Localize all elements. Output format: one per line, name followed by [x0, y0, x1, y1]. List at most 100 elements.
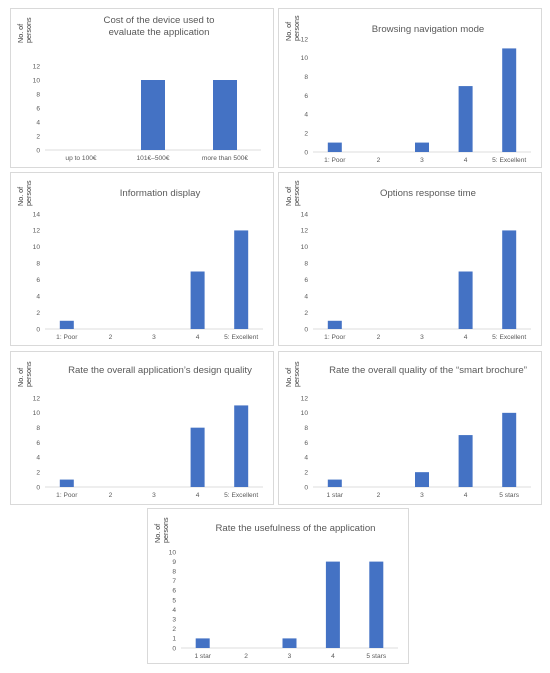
y-axis-label-line-1: No. of — [16, 24, 25, 43]
bar-3 — [213, 80, 237, 150]
chart-3: Information display No. of persons 0 2 4 6 8 10 1… — [16, 180, 263, 341]
x-tick-label: 2 — [377, 157, 381, 164]
bar-5 — [234, 230, 249, 329]
bar-1 — [327, 479, 342, 487]
y-axis-label-line-1: No. of — [16, 368, 25, 387]
chart-panel-smart-brochure: Rate the overall quality of the “smart b… — [278, 351, 542, 505]
y-tick-label: 10 — [33, 77, 41, 84]
y-tick-label: 5 — [172, 597, 176, 604]
x-tick-label: up to 100€ — [65, 155, 96, 162]
x-tick-label: 4 — [331, 653, 335, 660]
bar-5 — [502, 412, 517, 487]
bar-3 — [282, 638, 297, 648]
bar-1 — [59, 320, 74, 329]
y-tick-label: 10 — [33, 244, 41, 251]
chart-7: Rate the usefulness of the application No… — [153, 517, 398, 660]
y-tick-label: 10 — [169, 549, 177, 556]
x-tick-label: 5: Excellent — [224, 334, 258, 341]
y-tick-label: 6 — [304, 440, 308, 447]
y-axis-label-line-1: No. of — [284, 368, 293, 387]
bar-5 — [369, 561, 384, 648]
x-tick-label: 3 — [420, 334, 424, 341]
x-tick-label: 4 — [196, 334, 200, 341]
x-tick-label: 3 — [420, 157, 424, 164]
x-tick-label: 1: Poor — [56, 334, 78, 341]
y-tick-label: 2 — [36, 469, 40, 476]
chart-svg-information-display: Information display No. of persons 0 2 4 6 8 10 1… — [16, 180, 263, 341]
y-tick-label: 3 — [172, 617, 176, 624]
y-tick-label: 2 — [304, 469, 308, 476]
y-tick-label: 12 — [301, 36, 309, 43]
x-tick-label: 2 — [244, 653, 248, 660]
x-tick-label: 3 — [152, 334, 156, 341]
bar-5 — [502, 230, 517, 329]
x-tick-label: 2 — [377, 334, 381, 341]
chart-title: Options response time — [380, 188, 476, 199]
chart-panel-information-display: Information display No. of persons 0 2 4 6 8 10 1… — [10, 172, 274, 346]
y-axis-label-line-2: persons — [292, 180, 301, 206]
y-tick-label: 6 — [36, 440, 40, 447]
y-axis-label-line-2: persons — [24, 17, 33, 43]
y-tick-label: 12 — [301, 228, 309, 235]
y-tick-label: 12 — [33, 63, 41, 70]
x-tick-label: 5 stars — [366, 653, 386, 660]
y-tick-label: 4 — [304, 112, 308, 119]
y-tick-label: 2 — [304, 310, 308, 317]
y-axis-label-line-2: persons — [24, 361, 33, 387]
chart-svg-smart-brochure: Rate the overall quality of the “smart b… — [284, 361, 531, 499]
bar-4 — [458, 435, 473, 487]
x-tick-label: 1 star — [194, 653, 211, 660]
y-tick-label: 10 — [301, 55, 309, 62]
bar-5 — [502, 48, 517, 152]
y-tick-label: 4 — [172, 607, 176, 614]
bar-4 — [458, 86, 473, 152]
x-tick-label: 4 — [464, 157, 468, 164]
y-tick-label: 0 — [36, 147, 40, 154]
y-tick-label: 8 — [36, 425, 40, 432]
y-tick-label: 0 — [36, 484, 40, 491]
y-axis-label: No. of persons — [16, 17, 33, 43]
chart-5: Rate the overall application’s design qu… — [16, 361, 263, 499]
chart-title-line-2: evaluate the application — [109, 27, 210, 38]
y-tick-label: 12 — [33, 395, 41, 402]
bar-4 — [190, 427, 205, 487]
chart-title: Rate the usefulness of the application — [215, 523, 375, 534]
y-axis-label: No. of persons — [284, 15, 301, 41]
y-tick-label: 14 — [33, 211, 41, 218]
chart-2: Browsing navigation mode No. of persons 0 2 4… — [284, 15, 531, 164]
chart-title: Cost of the device used to — [104, 15, 215, 26]
y-axis-label-line-2: persons — [161, 517, 170, 543]
chart-svg-design-quality: Rate the overall application’s design qu… — [16, 361, 263, 499]
y-axis-label-line-1: No. of — [284, 187, 293, 206]
y-axis-label-line-1: No. of — [284, 22, 293, 41]
chart-panel-browsing-navigation: Browsing navigation mode No. of persons 0 2 4… — [278, 8, 542, 168]
chart-panel-usefulness: Rate the usefulness of the application No… — [147, 508, 409, 664]
bar-4 — [325, 561, 340, 648]
y-tick-label: 8 — [172, 569, 176, 576]
y-tick-label: 10 — [301, 244, 309, 251]
x-tick-label: 1: Poor — [324, 157, 346, 164]
bar-4 — [190, 271, 205, 329]
y-axis-label-line-1: No. of — [153, 524, 162, 543]
chart-title: Information display — [120, 188, 201, 199]
y-tick-label: 2 — [172, 626, 176, 633]
x-tick-label: 5 stars — [499, 492, 519, 499]
y-tick-label: 8 — [36, 261, 40, 268]
y-tick-label: 0 — [36, 326, 40, 333]
y-tick-label: 14 — [301, 211, 309, 218]
x-tick-label: 2 — [377, 492, 381, 499]
chart-title: Browsing navigation mode — [372, 24, 485, 35]
bar-1 — [59, 479, 74, 487]
x-tick-label: 1 star — [327, 492, 344, 499]
chart-svg-browsing-navigation: Browsing navigation mode No. of persons 0 2 4… — [284, 15, 531, 164]
y-tick-label: 6 — [304, 277, 308, 284]
chart-title: Rate the overall quality of the “smart b… — [329, 365, 527, 376]
y-tick-label: 8 — [36, 91, 40, 98]
y-tick-label: 8 — [304, 425, 308, 432]
y-tick-label: 4 — [36, 119, 40, 126]
y-axis-label: No. of persons — [153, 517, 170, 543]
x-tick-label: 3 — [152, 492, 156, 499]
y-tick-label: 8 — [304, 74, 308, 81]
